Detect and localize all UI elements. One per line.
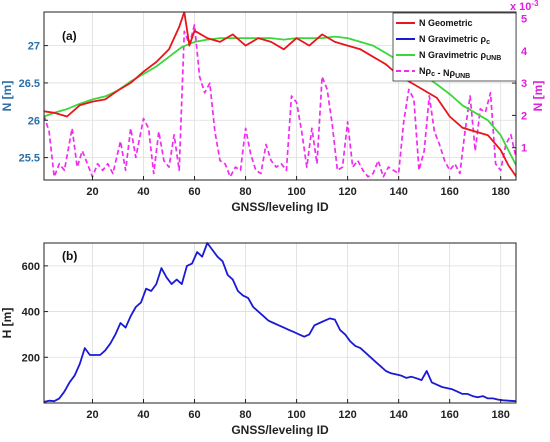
x-tick-label: 140 (389, 409, 407, 421)
series-line-diff (44, 24, 516, 178)
legend-label-diff: Nρc - NρUNB (419, 66, 470, 80)
legend-label-grav_unb: N Gravimetric ρUNB (419, 50, 501, 62)
panel-b: 20 40 60 80 100 120 140 160 180 200 400 600 GNSS/lev… (0, 242, 517, 437)
x-tick-label: 20 (86, 409, 98, 421)
y-tick-label: 200 (22, 352, 40, 364)
x-tick-label: 180 (492, 409, 510, 421)
y2-tick-label: 3 (521, 78, 527, 90)
y2-tick-label: 1 (521, 143, 527, 155)
x-tick-label: 140 (389, 186, 407, 198)
y2-tick-label: 2 (521, 110, 527, 122)
y2-tick-label: 4 (521, 46, 528, 58)
panel-a: 20 40 60 80 100 120 140 160 180 25.5 26 26.5 27 1 2 3 4 5… (0, 0, 545, 214)
y-axis-label: H [m] (0, 308, 14, 339)
x-tick-label: 180 (492, 186, 510, 198)
right-axis-exponent: x 10-3 (510, 0, 539, 13)
panel-label-b: (b) (62, 249, 77, 263)
y-tick-label: 27 (28, 41, 40, 53)
y-tick-label: 26.5 (19, 78, 40, 90)
y-tick-label: 26 (28, 115, 40, 127)
x-tick-label: 100 (287, 409, 305, 421)
y-axis-label: N [m] (0, 81, 14, 112)
x-tick-label: 20 (86, 186, 98, 198)
x-tick-label: 160 (440, 409, 458, 421)
plot-frame-a (43, 11, 517, 181)
legend-label-grav_pc: N Gravimetric ρc (419, 34, 490, 46)
legend-label-geo: N Geometric (419, 18, 473, 28)
x-tick-label: 120 (338, 186, 356, 198)
y-tick-label: 25.5 (19, 153, 40, 165)
x-tick-label: 60 (188, 409, 200, 421)
y2-axis-label: N [m] (531, 81, 545, 112)
series-line-height (43, 242, 517, 403)
x-tick-label: 120 (338, 409, 356, 421)
panel-label-a: (a) (62, 29, 77, 43)
y-tick-label: 600 (22, 261, 40, 273)
x-tick-label: 100 (287, 186, 305, 198)
x-tick-label: 60 (188, 186, 200, 198)
series-line-geo (44, 12, 516, 177)
x-tick-label: 40 (137, 409, 149, 421)
x-axis-label: GNSS/leveling ID (231, 423, 329, 437)
x-axis-label: GNSS/leveling ID (231, 200, 329, 214)
y2-tick-label: 5 (521, 13, 527, 25)
x-tick-label: 80 (239, 186, 251, 198)
plot-frame-b (43, 242, 517, 404)
x-tick-label: 160 (440, 186, 458, 198)
legend-box (392, 12, 517, 82)
x-tick-label: 80 (239, 409, 251, 421)
y-tick-label: 400 (22, 307, 40, 319)
x-tick-label: 40 (137, 186, 149, 198)
